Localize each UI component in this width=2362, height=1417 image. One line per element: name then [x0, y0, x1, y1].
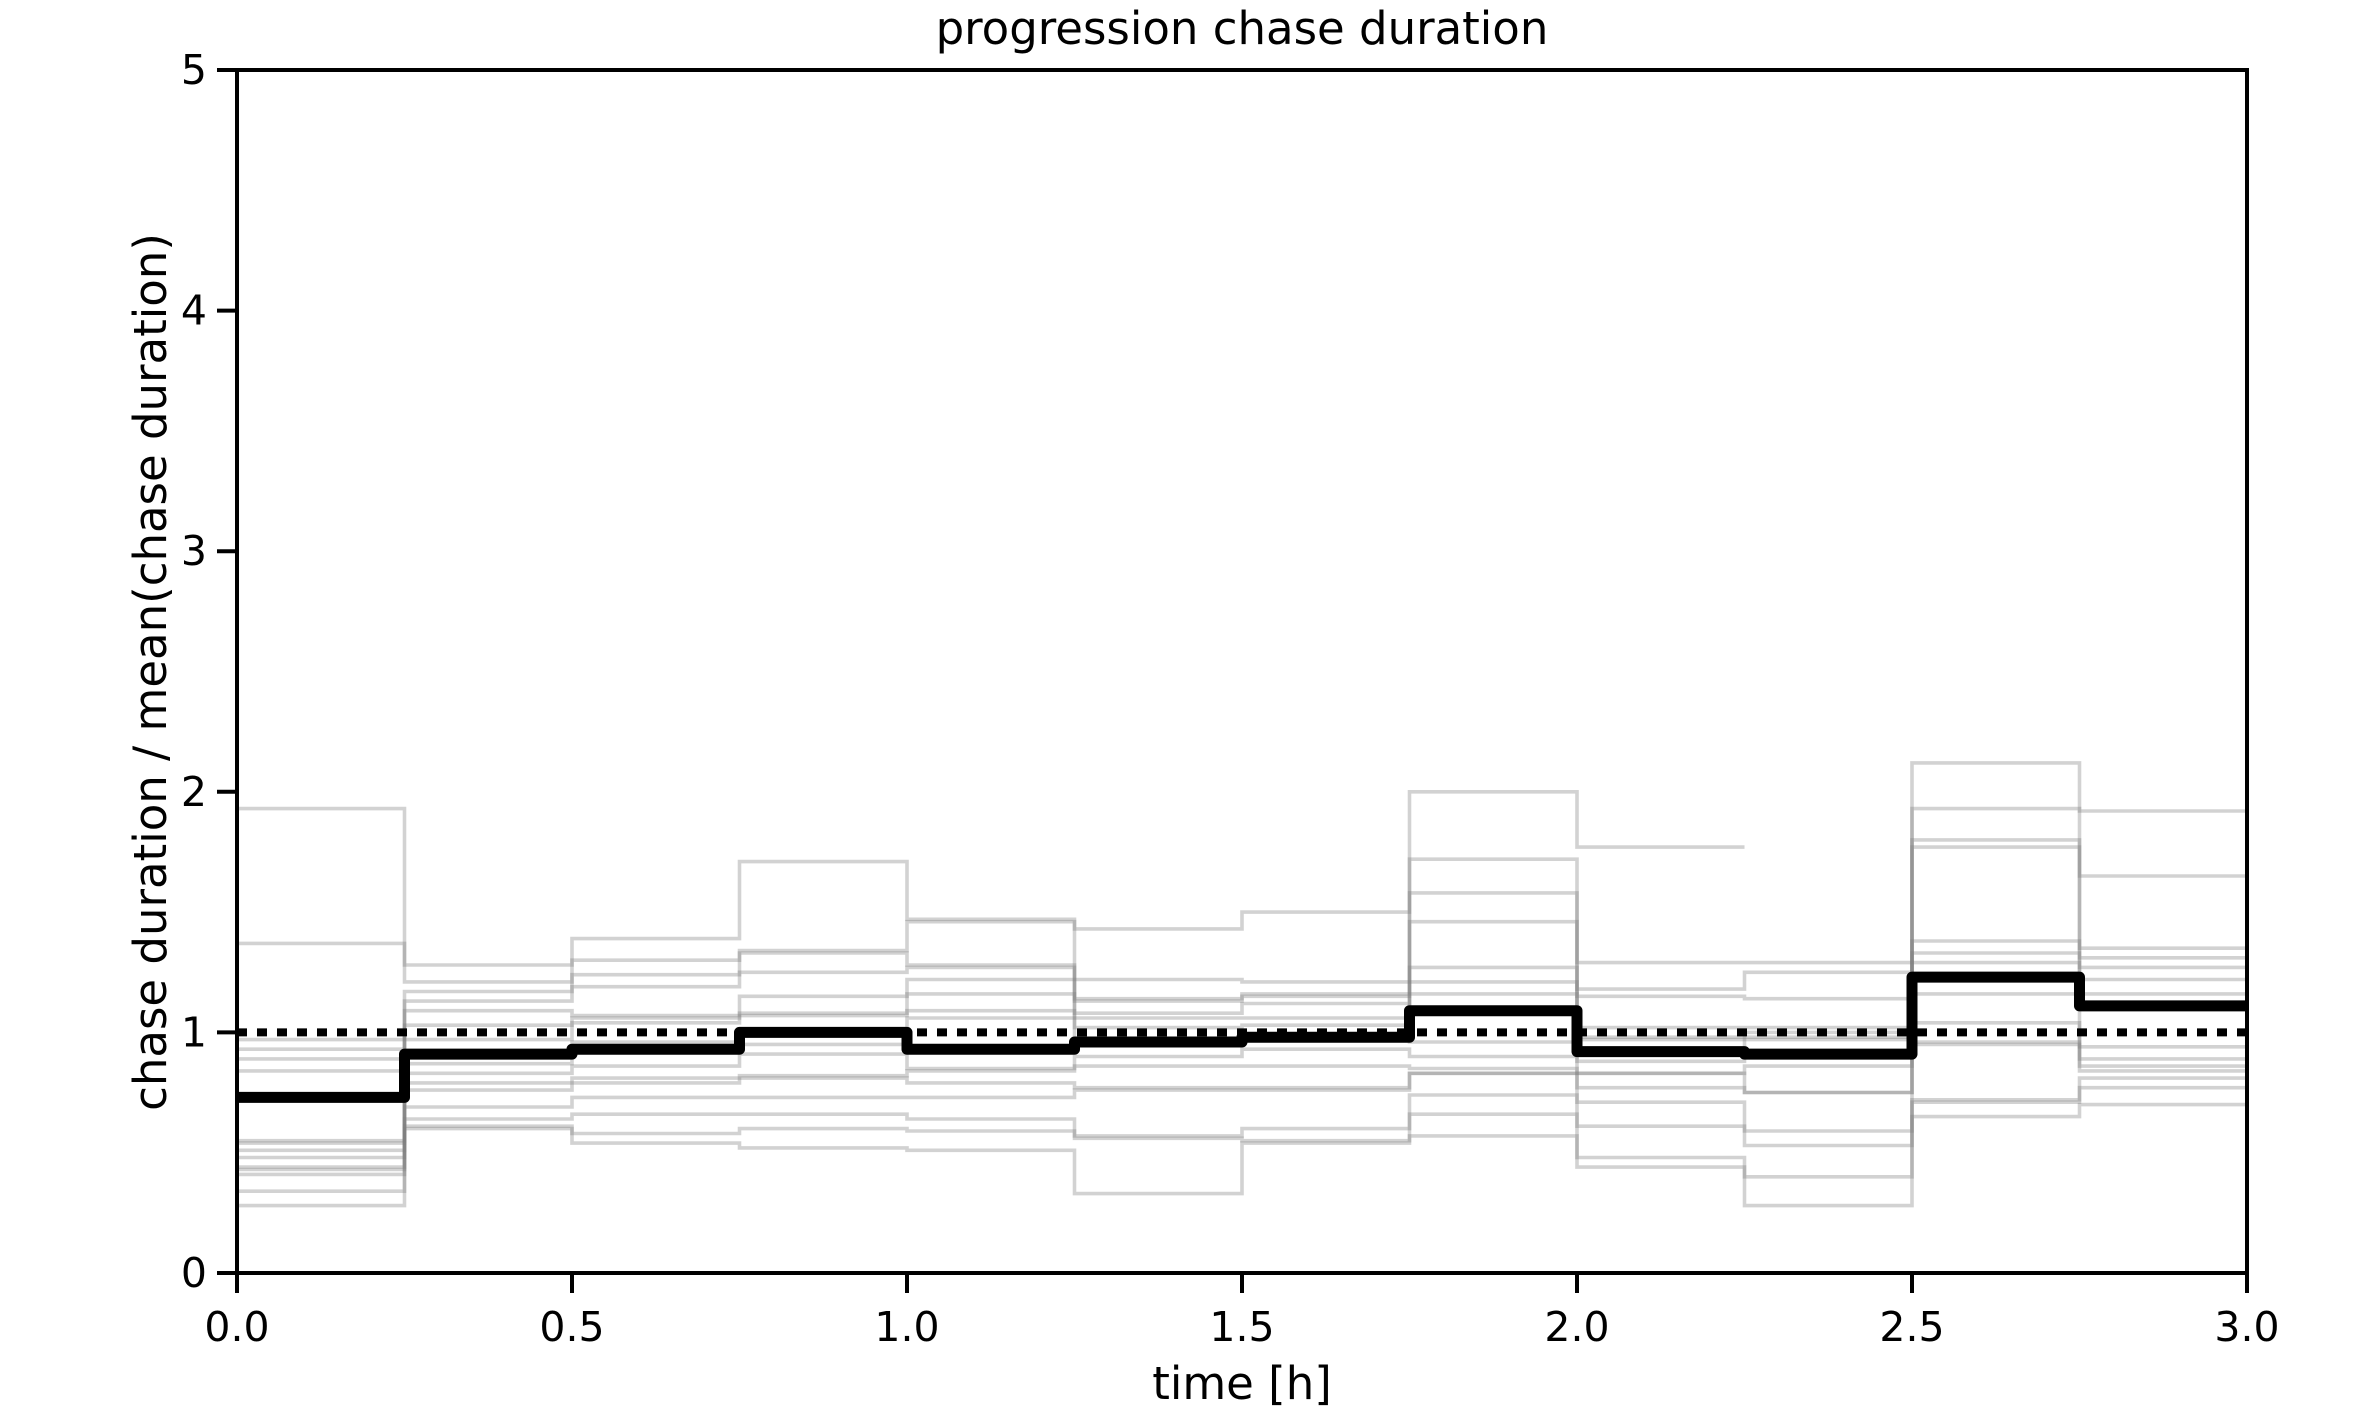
individual-trace [237, 1021, 2247, 1160]
individual-trace [237, 845, 2247, 1061]
individual-trace [237, 1085, 2247, 1193]
individual-trace [237, 1040, 2247, 1169]
x-tick-label: 0.5 [539, 1303, 604, 1351]
y-tick-label: 4 [181, 287, 207, 335]
chart-title: progression chase duration [936, 2, 1549, 55]
x-tick-label: 0.0 [204, 1303, 269, 1351]
plot-area: 0.0 0.5 1.0 1.5 2.0 2.5 3.0 0 1 2 3 4 5 [181, 46, 2280, 1351]
y-axis-label: chase duration / mean(chase duration) [124, 233, 177, 1111]
y-tick-label: 3 [181, 527, 207, 575]
y-tick-label: 1 [181, 1008, 207, 1056]
x-tick-label: 1.0 [874, 1303, 939, 1351]
y-tick-label: 2 [181, 768, 207, 816]
x-tick-label: 1.5 [1209, 1303, 1274, 1351]
x-tick-label: 3.0 [2214, 1303, 2279, 1351]
x-tick-label: 2.5 [1879, 1303, 1944, 1351]
axis-spine [235, 68, 2249, 1275]
individual-trace [237, 1102, 2247, 1208]
x-axis-label: time [h] [1152, 1357, 1332, 1410]
individual-trace [237, 1076, 2247, 1177]
x-tick-label: 2.0 [1544, 1303, 1609, 1351]
individual-trace [237, 806, 2247, 1042]
mean-line [237, 971, 2247, 1103]
y-tick-label: 5 [181, 46, 207, 94]
y-tick-label: 0 [181, 1249, 207, 1297]
individual-trace [237, 761, 2247, 984]
individual-trace [237, 1042, 2247, 1172]
individual-trace [237, 790, 1745, 967]
